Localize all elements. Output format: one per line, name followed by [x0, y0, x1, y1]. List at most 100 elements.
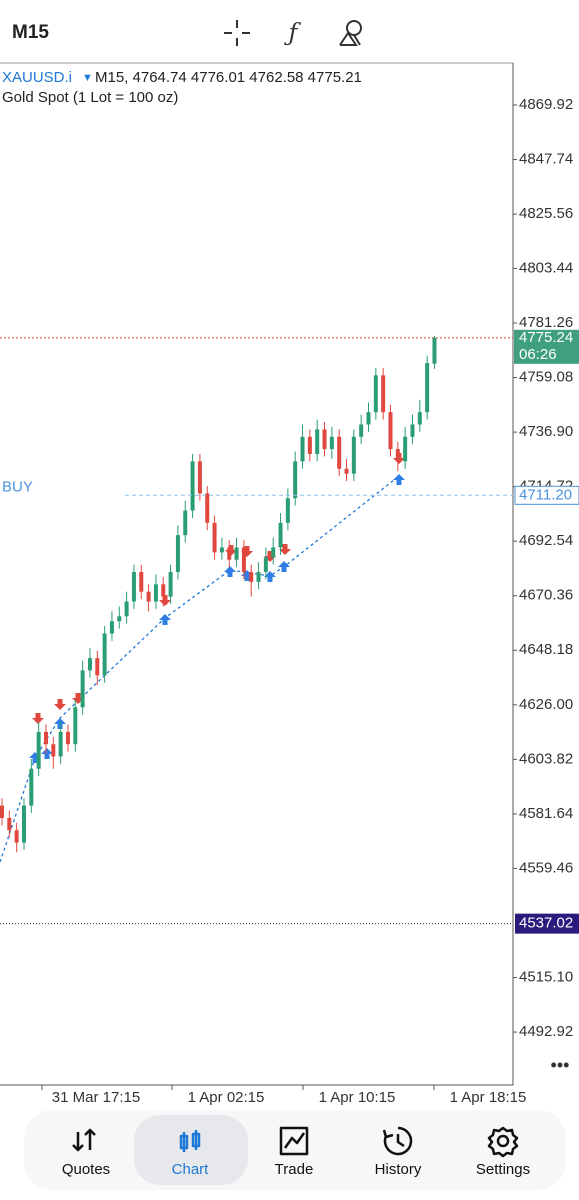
candle-body [102, 633, 107, 676]
candle-body [212, 522, 217, 553]
candle-body [395, 449, 400, 462]
tab-label[interactable]: Trade [275, 1161, 314, 1178]
tab-bar [24, 1110, 566, 1190]
tab-icon[interactable] [179, 1130, 201, 1152]
candle-body [161, 584, 166, 597]
candle-body [388, 412, 393, 450]
ohlc-readout: M15, 4764.74 4776.01 4762.58 4775.21 [95, 69, 362, 86]
symbol-dropdown[interactable]: ▼ [82, 72, 93, 84]
candle-body [359, 424, 364, 437]
more-menu[interactable]: ••• [551, 1055, 570, 1075]
candle-body [175, 535, 180, 573]
candle-body [337, 436, 342, 469]
candle-body [14, 830, 19, 843]
y-tick-label: 4559.46 [519, 859, 573, 876]
sell-arrow [159, 595, 171, 606]
candle-body [227, 547, 232, 560]
current-price-label: 4775.24 [519, 329, 573, 346]
candle-body [234, 547, 239, 560]
sell-arrow [32, 713, 44, 724]
candle-body [373, 375, 378, 413]
candle-body [366, 412, 371, 425]
candle-body [417, 412, 422, 425]
y-tick-label: 4847.74 [519, 151, 573, 168]
candle-body [249, 572, 254, 582]
buy-arrow [29, 752, 41, 763]
y-tick-label: 4492.92 [519, 1023, 573, 1040]
sell-arrow [264, 551, 276, 562]
candle-body [300, 436, 305, 462]
buy-line-label: BUY [2, 478, 33, 495]
candle-body [21, 805, 26, 843]
tab-label[interactable]: Chart [172, 1161, 210, 1178]
sell-arrow [241, 546, 253, 557]
tabs: Quotes Chart Trade History Settings [62, 1126, 530, 1178]
tab-label[interactable]: History [375, 1161, 422, 1178]
candle-body [432, 337, 437, 364]
current-price-tag [514, 329, 579, 364]
candle-body [36, 731, 41, 769]
candle-body [43, 731, 48, 745]
y-tick-label: 4825.56 [519, 205, 573, 222]
low-price-tag [515, 913, 579, 934]
countdown: 06:26 [519, 346, 557, 363]
candle-body [271, 547, 276, 558]
buy-price-label: 4711.20 [519, 486, 572, 503]
candle-body [0, 805, 4, 818]
candle-body [65, 731, 70, 745]
x-tick-label: 1 Apr 10:15 [319, 1089, 396, 1106]
x-tick-label: 31 Mar 17:15 [52, 1089, 140, 1106]
timeframe[interactable]: M15 [12, 22, 49, 43]
tab-label[interactable]: Settings [476, 1161, 530, 1178]
candle-body [183, 510, 188, 536]
buy-arrow [264, 571, 276, 582]
candle-body [322, 429, 327, 450]
y-tick-label: 4648.18 [519, 641, 573, 658]
x-tick-label: 1 Apr 18:15 [450, 1089, 527, 1106]
y-tick-label: 4781.26 [519, 314, 573, 331]
buy-arrow [54, 718, 66, 729]
y-tick-label: 4736.90 [519, 423, 573, 440]
candle-body [190, 461, 195, 511]
tab-icon[interactable] [487, 1126, 519, 1158]
tab-icon[interactable] [72, 1128, 96, 1152]
buy-arrow [278, 561, 290, 572]
crosshair-icon[interactable] [224, 20, 250, 46]
candle-body [285, 498, 290, 523]
candle-body [29, 768, 34, 806]
y-tick-label: 4869.92 [519, 96, 573, 113]
indicator-icon[interactable]: ƒ [284, 19, 302, 47]
buy-arrow [41, 748, 53, 759]
candle-body [403, 436, 408, 462]
y-tick-label: 4581.64 [519, 805, 573, 822]
candle-body [87, 658, 92, 671]
buy-arrow [159, 614, 171, 625]
candle-body [293, 461, 298, 499]
tab-icon[interactable] [279, 1126, 309, 1156]
candle-body [197, 461, 202, 494]
chart-plot: 4869.92 4847.74 4825.56 4803.44 4781.26 4759.… [0, 96, 579, 1106]
candle-body [153, 584, 158, 602]
candle-body [95, 658, 100, 676]
x-tick-label: 1 Apr 02:15 [188, 1089, 265, 1106]
y-tick-label: 4626.00 [519, 696, 573, 713]
candle-body [425, 363, 430, 413]
candle-body [315, 429, 320, 454]
buy-arrow [393, 474, 405, 485]
candle-body [7, 817, 12, 831]
y-tick-label: 4515.10 [519, 969, 573, 986]
candle-body [307, 436, 312, 454]
tab-label[interactable]: Quotes [62, 1161, 110, 1178]
buy-price-tag [514, 485, 579, 505]
symbol[interactable]: XAUUSD.i [2, 69, 72, 86]
candle-body [410, 424, 415, 437]
symbol-description: Gold Spot (1 Lot = 100 oz) [2, 89, 178, 106]
objects-icon[interactable] [339, 20, 362, 46]
y-tick-label: 4803.44 [519, 259, 573, 276]
buy-arrow [241, 570, 253, 581]
candle-body [205, 493, 210, 523]
tab-icon[interactable] [382, 1126, 413, 1156]
low-price-label: 4537.02 [519, 915, 573, 932]
candle-body [109, 621, 114, 634]
